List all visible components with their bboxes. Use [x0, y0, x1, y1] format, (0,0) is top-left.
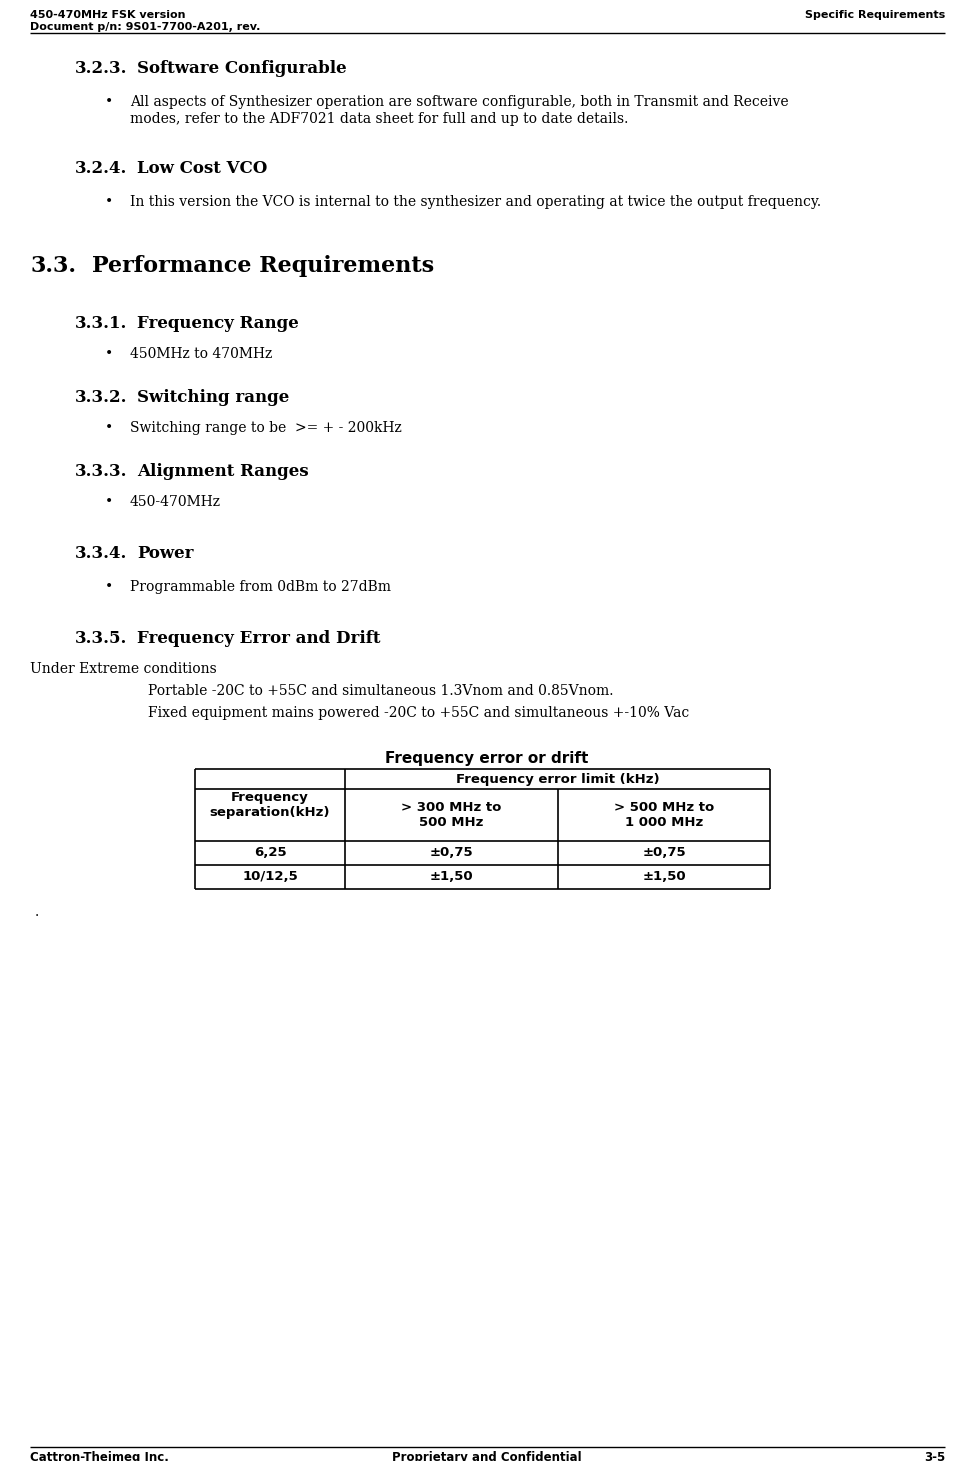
Text: Power: Power	[137, 545, 193, 562]
Text: •: •	[105, 495, 113, 508]
Text: •: •	[105, 194, 113, 209]
Text: Frequency Error and Drift: Frequency Error and Drift	[137, 630, 380, 647]
Text: Frequency Range: Frequency Range	[137, 316, 298, 332]
Text: 3.3.: 3.3.	[30, 256, 76, 278]
Text: Software Configurable: Software Configurable	[137, 60, 347, 77]
Text: 450-470MHz: 450-470MHz	[130, 495, 221, 508]
Text: •: •	[105, 95, 113, 110]
Text: ±0,75: ±0,75	[643, 846, 685, 859]
Text: > 500 MHz to
1 000 MHz: > 500 MHz to 1 000 MHz	[614, 801, 714, 828]
Text: ±1,50: ±1,50	[430, 871, 473, 884]
Text: 10/12,5: 10/12,5	[242, 871, 298, 884]
Text: ±0,75: ±0,75	[430, 846, 473, 859]
Text: Portable -20C to +55C and simultaneous 1.3Vnom and 0.85Vnom.: Portable -20C to +55C and simultaneous 1…	[148, 684, 613, 698]
Text: Performance Requirements: Performance Requirements	[92, 256, 434, 278]
Text: Switching range: Switching range	[137, 389, 290, 406]
Text: 3.3.4.: 3.3.4.	[75, 545, 128, 562]
Text: Frequency
separation(kHz): Frequency separation(kHz)	[210, 790, 331, 820]
Text: 3.2.4.: 3.2.4.	[75, 161, 128, 177]
Text: 450MHz to 470MHz: 450MHz to 470MHz	[130, 348, 272, 361]
Text: Low Cost VCO: Low Cost VCO	[137, 161, 267, 177]
Text: 6,25: 6,25	[254, 846, 287, 859]
Text: Frequency error or drift: Frequency error or drift	[385, 751, 589, 766]
Text: 3.2.3.: 3.2.3.	[75, 60, 128, 77]
Text: 3.3.3.: 3.3.3.	[75, 463, 128, 481]
Text: All aspects of Synthesizer operation are software configurable, both in Transmit: All aspects of Synthesizer operation are…	[130, 95, 789, 126]
Text: 3.3.2.: 3.3.2.	[75, 389, 128, 406]
Text: •: •	[105, 580, 113, 595]
Text: 450-470MHz FSK version: 450-470MHz FSK version	[30, 10, 185, 20]
Text: Specific Requirements: Specific Requirements	[804, 10, 945, 20]
Text: Proprietary and Confidential: Proprietary and Confidential	[392, 1451, 582, 1461]
Text: In this version the VCO is internal to the synthesizer and operating at twice th: In this version the VCO is internal to t…	[130, 194, 821, 209]
Text: ±1,50: ±1,50	[643, 871, 685, 884]
Text: 3.3.5.: 3.3.5.	[75, 630, 128, 647]
Text: Under Extreme conditions: Under Extreme conditions	[30, 662, 216, 676]
Text: Frequency error limit (kHz): Frequency error limit (kHz)	[455, 773, 659, 786]
Text: Fixed equipment mains powered -20C to +55C and simultaneous +-10% Vac: Fixed equipment mains powered -20C to +5…	[148, 706, 689, 720]
Text: Switching range to be  >= + - 200kHz: Switching range to be >= + - 200kHz	[130, 421, 402, 435]
Text: Alignment Ranges: Alignment Ranges	[137, 463, 309, 481]
Text: .: .	[35, 904, 39, 919]
Text: > 300 MHz to
500 MHz: > 300 MHz to 500 MHz	[402, 801, 502, 828]
Text: Programmable from 0dBm to 27dBm: Programmable from 0dBm to 27dBm	[130, 580, 391, 595]
Text: 3-5: 3-5	[923, 1451, 945, 1461]
Text: •: •	[105, 421, 113, 435]
Text: •: •	[105, 348, 113, 361]
Text: Cattron-Theimeg Inc.: Cattron-Theimeg Inc.	[30, 1451, 169, 1461]
Text: Document p/n: 9S01-7700-A201, rev.: Document p/n: 9S01-7700-A201, rev.	[30, 22, 260, 32]
Text: 3.3.1.: 3.3.1.	[75, 316, 128, 332]
